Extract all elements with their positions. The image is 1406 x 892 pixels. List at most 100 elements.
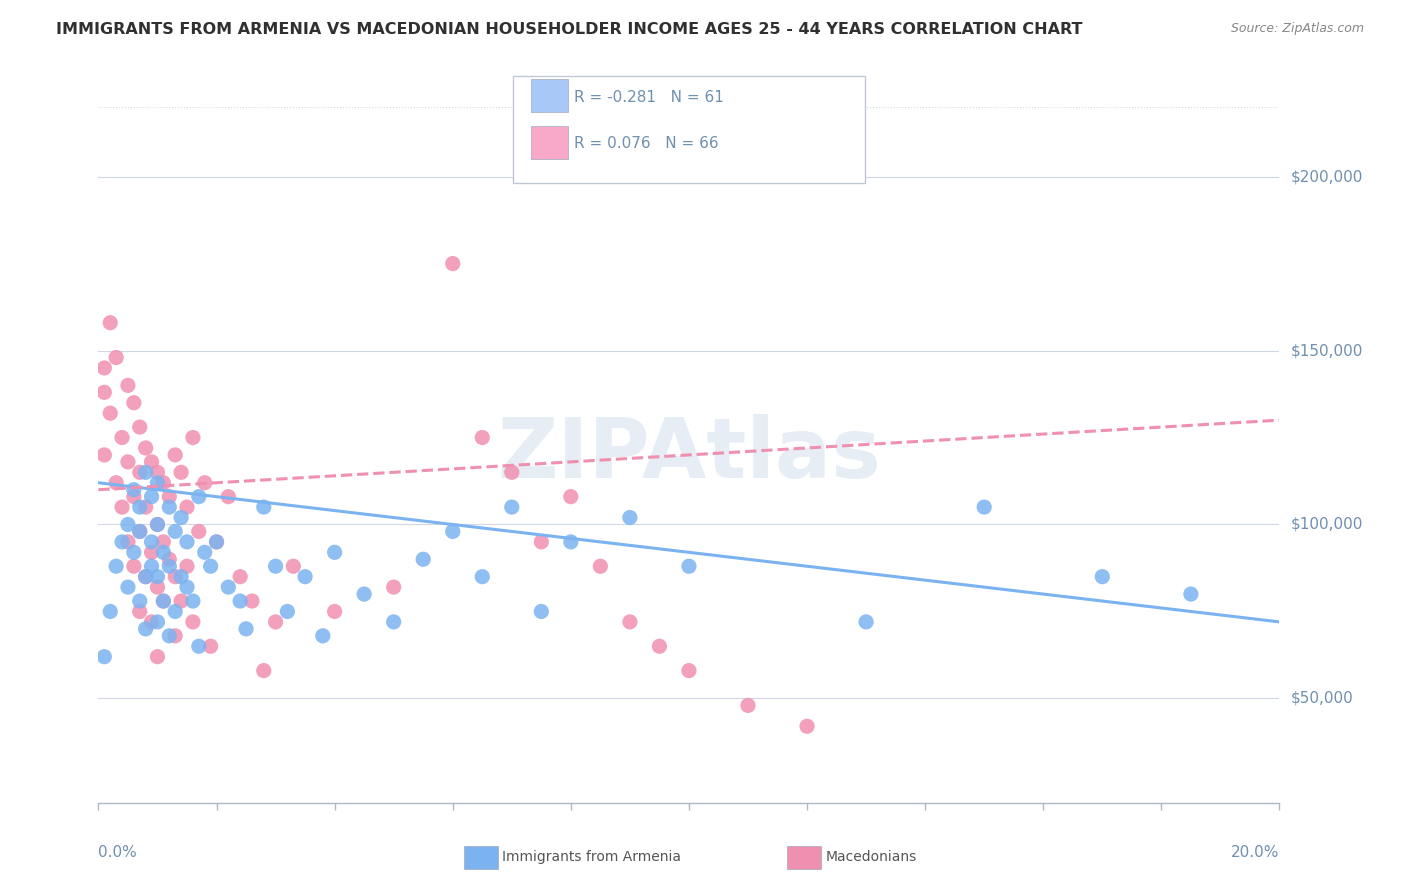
Text: $150,000: $150,000: [1291, 343, 1362, 358]
Point: [141, 534, 163, 549]
Point: [146, 466, 169, 480]
Point: [323, 545, 346, 559]
Text: Macedonians: Macedonians: [825, 850, 917, 864]
Point: [187, 639, 209, 653]
Point: [117, 517, 139, 532]
Point: [187, 524, 209, 539]
Point: [530, 534, 553, 549]
Text: Source: ZipAtlas.com: Source: ZipAtlas.com: [1230, 22, 1364, 36]
Point: [170, 510, 193, 524]
Point: [128, 605, 150, 619]
Point: [560, 490, 582, 504]
Point: [152, 534, 174, 549]
Point: [146, 517, 169, 532]
Point: [152, 475, 174, 490]
Point: [157, 552, 180, 566]
Point: [229, 594, 252, 608]
Point: [176, 559, 198, 574]
Point: [737, 698, 759, 713]
Point: [141, 455, 163, 469]
Point: [796, 719, 818, 733]
Point: [111, 430, 134, 444]
Point: [146, 580, 169, 594]
Point: [353, 587, 375, 601]
Point: [187, 490, 209, 504]
Point: [105, 559, 128, 574]
Point: [117, 455, 139, 469]
Text: R = -0.281   N = 61: R = -0.281 N = 61: [574, 90, 724, 104]
Text: R = 0.076   N = 66: R = 0.076 N = 66: [574, 136, 718, 151]
Point: [200, 639, 222, 653]
Point: [146, 649, 169, 664]
Point: [128, 420, 150, 434]
Point: [122, 483, 145, 497]
Point: [619, 615, 641, 629]
Point: [441, 524, 464, 539]
Point: [176, 500, 198, 514]
Point: [122, 545, 145, 559]
Point: [181, 615, 204, 629]
Point: [93, 448, 115, 462]
Point: [117, 580, 139, 594]
Point: [105, 475, 128, 490]
Point: [973, 500, 995, 514]
Point: [382, 615, 405, 629]
Point: [141, 545, 163, 559]
Text: 0.0%: 0.0%: [98, 845, 138, 860]
Text: $200,000: $200,000: [1291, 169, 1362, 184]
Point: [471, 430, 494, 444]
Point: [678, 664, 700, 678]
Point: [128, 524, 150, 539]
Point: [194, 475, 217, 490]
Point: [170, 466, 193, 480]
Point: [176, 580, 198, 594]
Point: [146, 615, 169, 629]
Point: [200, 559, 222, 574]
Point: [128, 524, 150, 539]
Point: [264, 615, 287, 629]
Point: [205, 534, 228, 549]
Point: [93, 649, 115, 664]
Point: [157, 490, 180, 504]
Point: [382, 580, 405, 594]
Point: [165, 524, 187, 539]
Point: [181, 594, 204, 608]
Point: [312, 629, 335, 643]
Point: [1180, 587, 1202, 601]
Point: [152, 545, 174, 559]
Point: [98, 406, 121, 420]
Point: [146, 475, 169, 490]
Point: [205, 534, 228, 549]
Text: ZIPAtlas: ZIPAtlas: [496, 415, 882, 495]
Point: [146, 570, 169, 584]
Point: [501, 466, 523, 480]
Point: [141, 559, 163, 574]
Point: [170, 570, 193, 584]
Point: [235, 622, 257, 636]
Point: [619, 510, 641, 524]
Point: [589, 559, 612, 574]
Point: [323, 605, 346, 619]
Point: [141, 615, 163, 629]
Point: [240, 594, 263, 608]
Point: [501, 500, 523, 514]
Point: [855, 615, 877, 629]
Point: [194, 545, 217, 559]
Point: [93, 385, 115, 400]
Point: [98, 316, 121, 330]
Point: [165, 448, 187, 462]
Point: [157, 500, 180, 514]
Point: [157, 559, 180, 574]
Point: [412, 552, 434, 566]
Text: 20.0%: 20.0%: [1232, 845, 1279, 860]
Point: [217, 580, 239, 594]
Point: [93, 360, 115, 375]
Point: [176, 534, 198, 549]
Point: [294, 570, 316, 584]
Point: [111, 534, 134, 549]
Point: [152, 594, 174, 608]
Text: IMMIGRANTS FROM ARMENIA VS MACEDONIAN HOUSEHOLDER INCOME AGES 25 - 44 YEARS CORR: IMMIGRANTS FROM ARMENIA VS MACEDONIAN HO…: [56, 22, 1083, 37]
Point: [146, 517, 169, 532]
Point: [135, 441, 157, 455]
Point: [441, 256, 464, 270]
